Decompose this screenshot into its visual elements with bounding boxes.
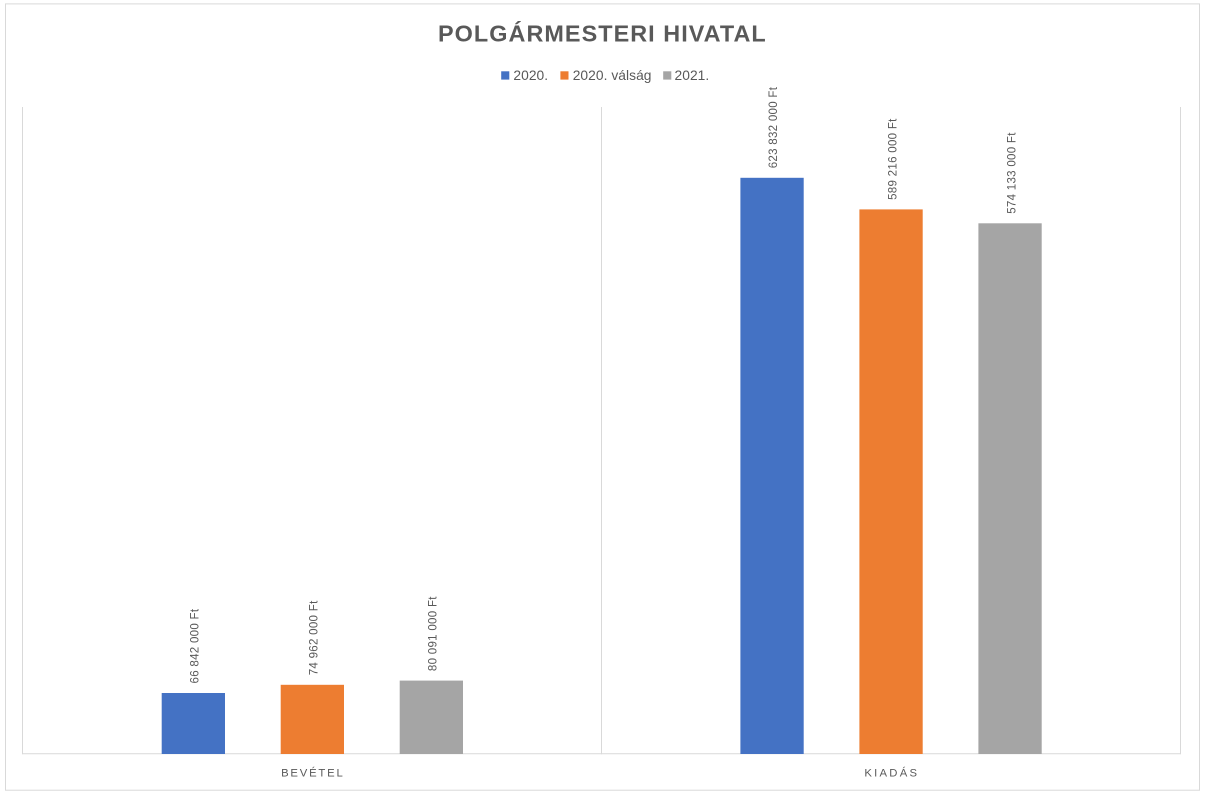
svg-text:74 962 000 Ft: 74 962 000 Ft [309,600,321,675]
svg-text:POLGÁRMESTERI HIVATAL: POLGÁRMESTERI HIVATAL [438,20,767,47]
svg-text:589 216 000 Ft: 589 216 000 Ft [887,118,899,200]
svg-text:BEVÉTEL: BEVÉTEL [281,767,344,780]
svg-text:2020.: 2020. [513,68,548,83]
svg-text:66 842 000 Ft: 66 842 000 Ft [190,608,202,683]
svg-text:KIADÁS: KIADÁS [864,767,919,780]
svg-text:574 133 000 Ft: 574 133 000 Ft [1006,132,1018,214]
svg-text:2021.: 2021. [675,68,710,83]
svg-text:2020. válság: 2020. válság [573,68,652,83]
svg-text:623 832 000 Ft: 623 832 000 Ft [768,86,780,168]
svg-text:80 091 000 Ft: 80 091 000 Ft [428,596,440,671]
